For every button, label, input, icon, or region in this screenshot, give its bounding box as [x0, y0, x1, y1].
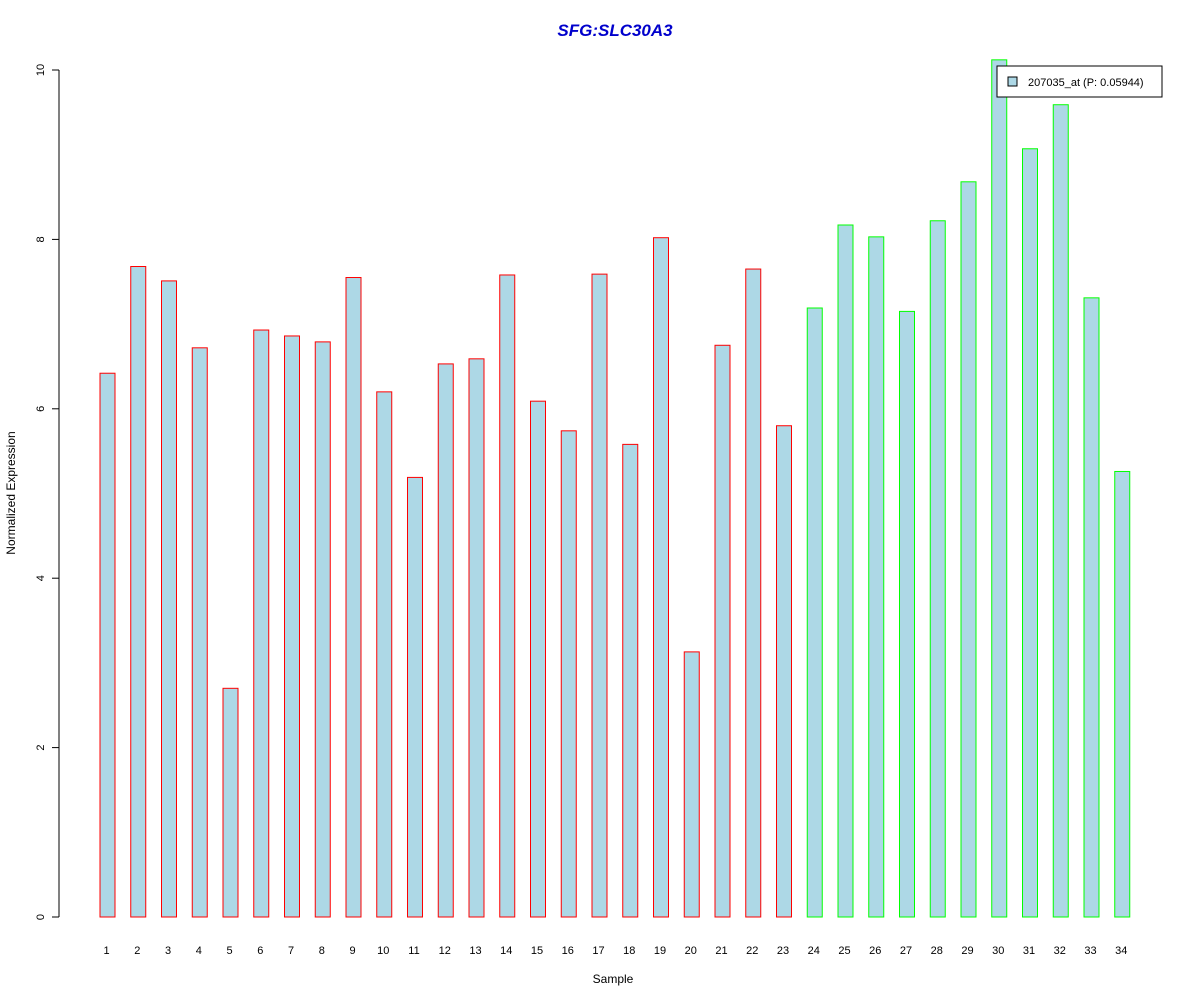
- bar-sample-9: [345, 277, 362, 918]
- x-tick-label: 4: [196, 945, 202, 957]
- y-tick-label: 2: [35, 745, 47, 751]
- bar-sample-14: [499, 274, 516, 918]
- bars-group: [99, 59, 1131, 918]
- x-tick-label: 34: [1115, 945, 1127, 957]
- bar-sample-20: [683, 651, 700, 918]
- bar-sample-16: [560, 430, 577, 918]
- bar-sample-22: [745, 268, 762, 918]
- bar-sample-17: [591, 273, 608, 918]
- x-tick-label: 5: [226, 945, 232, 957]
- bar-sample-33: [1083, 297, 1100, 918]
- x-tick-label: 25: [838, 945, 850, 957]
- x-tick-label: 23: [777, 945, 789, 957]
- x-axis-label: Sample: [593, 972, 634, 986]
- x-tick-label: 2: [134, 945, 140, 957]
- x-tick-label: 18: [623, 945, 635, 957]
- x-tick-label: 12: [439, 945, 451, 957]
- y-tick-label: 6: [35, 406, 47, 412]
- bar-sample-32: [1052, 104, 1069, 918]
- x-tick-label: 1: [103, 945, 109, 957]
- legend-box: [996, 65, 1163, 98]
- bar-sample-30: [991, 59, 1008, 918]
- bar-sample-3: [161, 280, 177, 918]
- bar-sample-11: [407, 476, 423, 918]
- chart-title: SFG:SLC30A3: [557, 21, 673, 40]
- bar-sample-25: [837, 224, 854, 918]
- bar-sample-31: [1022, 148, 1038, 918]
- bar-sample-1: [99, 372, 116, 918]
- x-tick-label: 26: [869, 945, 881, 957]
- legend-label: 207035_at (P: 0.05944): [1028, 77, 1144, 89]
- bar-sample-7: [284, 335, 300, 918]
- bar-sample-28: [929, 220, 946, 918]
- bar-sample-6: [253, 329, 270, 918]
- x-axis-tick-labels: 1 2 3 4 5 6 7 8 9 10 11 12 13 14 15 16 17 18 19 20 21 22 23 24 2…: [103, 945, 1127, 957]
- bar-sample-19: [653, 237, 669, 918]
- bar-sample-21: [714, 344, 731, 918]
- x-tick-label: 31: [1023, 945, 1035, 957]
- x-tick-label: 29: [961, 945, 973, 957]
- x-tick-label: 7: [288, 945, 294, 957]
- y-tick-label: 8: [35, 236, 47, 242]
- x-tick-label: 3: [165, 945, 171, 957]
- y-tick-label: 10: [35, 64, 47, 76]
- x-tick-label: 27: [900, 945, 912, 957]
- x-tick-label: 22: [746, 945, 758, 957]
- x-tick-label: 28: [931, 945, 943, 957]
- x-tick-label: 8: [319, 945, 325, 957]
- x-tick-label: 20: [685, 945, 697, 957]
- bar-sample-34: [1114, 470, 1131, 918]
- bar-sample-13: [468, 358, 485, 918]
- bar-sample-18: [622, 443, 639, 918]
- x-tick-label: 14: [500, 945, 512, 957]
- x-tick-label: 9: [349, 945, 355, 957]
- x-tick-label: 33: [1084, 945, 1096, 957]
- y-tick-label: 4: [35, 575, 47, 581]
- y-tick-label: 0: [35, 914, 47, 920]
- bar-sample-24: [806, 307, 823, 918]
- x-tick-label: 10: [377, 945, 389, 957]
- bar-sample-15: [530, 400, 546, 918]
- x-tick-label: 15: [531, 945, 543, 957]
- x-tick-label: 19: [654, 945, 666, 957]
- bar-sample-2: [130, 266, 147, 918]
- x-tick-label: 21: [715, 945, 727, 957]
- bar-sample-5: [222, 687, 239, 918]
- legend: 207035_at (P: 0.05944): [996, 65, 1163, 98]
- x-tick-label: 11: [408, 945, 419, 957]
- bar-sample-10: [376, 391, 393, 918]
- x-tick-label: 30: [992, 945, 1004, 957]
- bar-sample-29: [960, 181, 977, 918]
- x-tick-label: 6: [257, 945, 263, 957]
- legend-swatch: [1007, 76, 1018, 87]
- bar-sample-8: [314, 341, 331, 918]
- bar-sample-26: [868, 236, 885, 918]
- bar-sample-27: [899, 310, 915, 918]
- x-tick-label: 16: [562, 945, 574, 957]
- x-tick-label: 32: [1054, 945, 1066, 957]
- x-tick-label: 13: [469, 945, 481, 957]
- y-axis-ticks: 0 2 4 6 8 10: [35, 64, 59, 920]
- bar-sample-4: [191, 347, 208, 918]
- y-axis-label: Normalized Expression: [4, 431, 18, 554]
- bar-sample-23: [776, 425, 792, 918]
- x-tick-label: 24: [808, 945, 820, 957]
- x-tick-label: 17: [592, 945, 604, 957]
- bar-sample-12: [437, 363, 454, 918]
